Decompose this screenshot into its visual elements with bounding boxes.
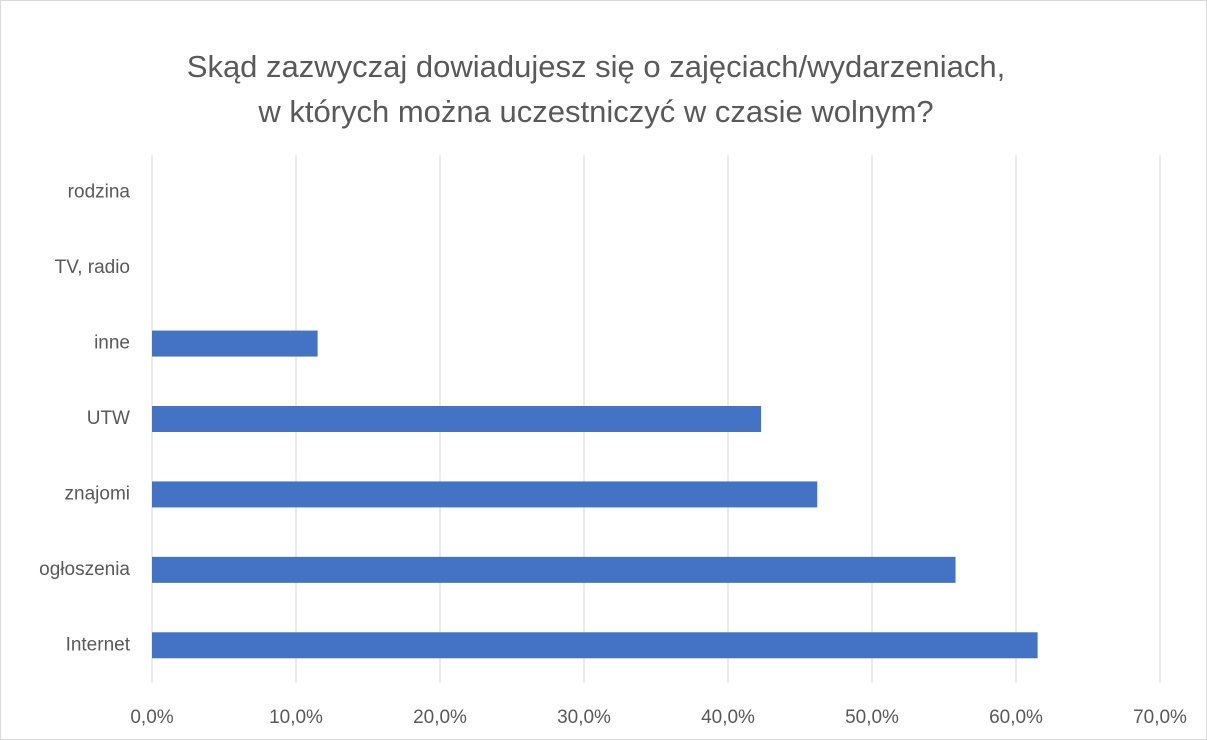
x-tick-label: 40,0% [701,707,755,728]
y-tick-label: Internet [66,634,131,655]
x-tick-label: 70,0% [1133,707,1187,728]
bar [152,556,956,583]
chart-title: Skąd zazwyczaj dowiadujesz się o zajęcia… [187,49,1005,84]
bar [152,406,762,432]
bar [152,481,818,508]
y-tick-label: UTW [87,408,130,429]
y-tick-label: TV, radio [55,257,130,278]
x-tick-label: 20,0% [413,707,467,728]
y-tick-label: znajomi [65,483,130,504]
x-tick-label: 10,0% [269,707,323,728]
y-tick-label: ogłoszenia [39,559,130,580]
bar [152,330,318,357]
y-tick-label: inne [94,333,130,354]
x-tick-label: 60,0% [989,707,1043,728]
bar [152,632,1038,659]
chart-title: w których można uczestniczyć w czasie wo… [257,94,933,129]
x-tick-label: 50,0% [845,707,899,728]
y-tick-label: rodzina [68,182,131,203]
x-tick-label: 30,0% [557,707,611,728]
x-tick-label: 0,0% [130,707,173,728]
